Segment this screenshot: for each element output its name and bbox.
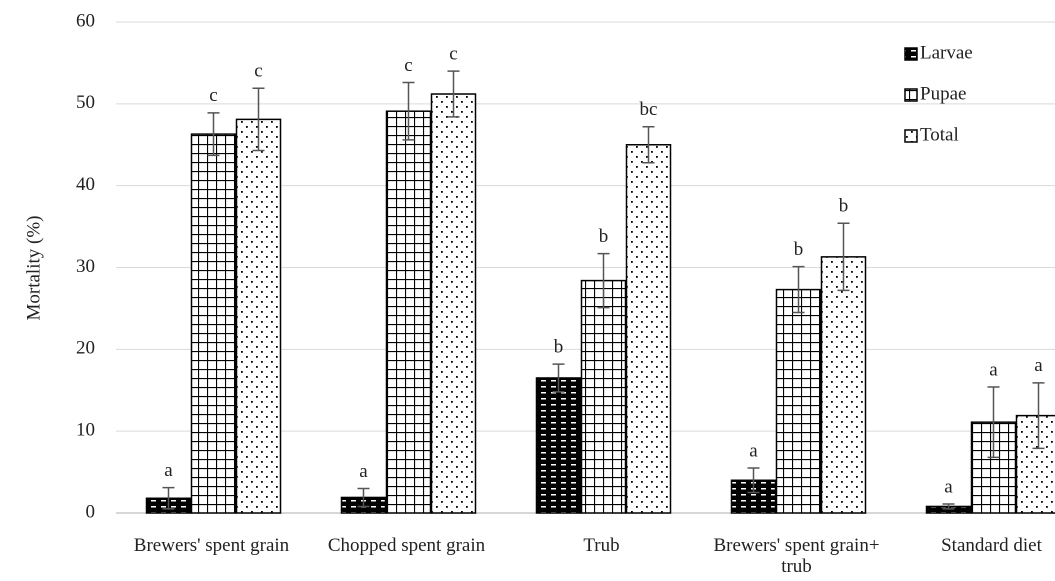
y-axis-label: Mortality (%) [23, 215, 44, 320]
bar [385, 110, 432, 514]
bar [430, 93, 477, 514]
error-bar [942, 503, 955, 510]
significance-letter: a [749, 440, 758, 461]
x-tick-label: Standard diet [941, 535, 1042, 556]
bar [535, 377, 582, 514]
legend-swatch [904, 47, 918, 61]
significance-letter: b [794, 239, 804, 260]
significance-letter: a [1034, 355, 1043, 376]
bar [190, 133, 237, 514]
y-tick-label: 20 [76, 338, 95, 359]
error-bar [402, 81, 415, 141]
error-bar [642, 125, 655, 164]
legend-swatch [904, 88, 918, 102]
significance-letter: b [554, 336, 564, 357]
significance-letter: a [359, 461, 368, 482]
x-tick-label: Chopped spent grain [327, 535, 486, 556]
significance-letter: b [599, 226, 609, 247]
significance-letter: bc [640, 99, 658, 120]
error-bar [252, 87, 265, 152]
y-tick-label: 50 [76, 92, 95, 113]
bar [625, 144, 672, 514]
significance-letter: a [944, 476, 953, 497]
bar [820, 256, 867, 514]
y-tick-label: 30 [76, 256, 95, 277]
error-bar [447, 70, 460, 118]
y-tick-label: 60 [76, 10, 95, 31]
error-bar [747, 467, 760, 494]
legend-swatch [904, 129, 918, 143]
legend-label: Total [920, 124, 959, 145]
legend-label: Larvae [920, 42, 973, 63]
error-bar [207, 112, 220, 157]
error-bar [792, 265, 805, 314]
significance-letter: c [404, 55, 412, 76]
y-tick-label: 10 [76, 420, 95, 441]
bar [1015, 414, 1055, 514]
legend-label: Pupae [920, 83, 966, 104]
error-bar [1032, 382, 1045, 450]
significance-letter: c [209, 85, 217, 106]
bar [775, 288, 822, 514]
x-tick-label: Trub [583, 535, 620, 556]
x-tick-label: Brewers' spent grain [133, 535, 290, 556]
error-bar [162, 486, 175, 510]
y-tick-label: 40 [76, 174, 95, 195]
bar [235, 118, 282, 514]
error-bar [837, 222, 850, 292]
error-bar [552, 363, 565, 393]
error-bar [987, 386, 1000, 459]
significance-letter: b [839, 196, 849, 217]
significance-letter: c [449, 43, 457, 64]
x-tick-label: Brewers' spent grain+ trub [713, 535, 880, 577]
y-tick-label: 0 [86, 501, 96, 522]
significance-letter: a [989, 359, 998, 380]
significance-letter: a [164, 460, 173, 481]
error-bar [597, 252, 610, 309]
error-bar [357, 487, 370, 508]
significance-letter: c [254, 61, 262, 82]
bar [580, 279, 627, 514]
